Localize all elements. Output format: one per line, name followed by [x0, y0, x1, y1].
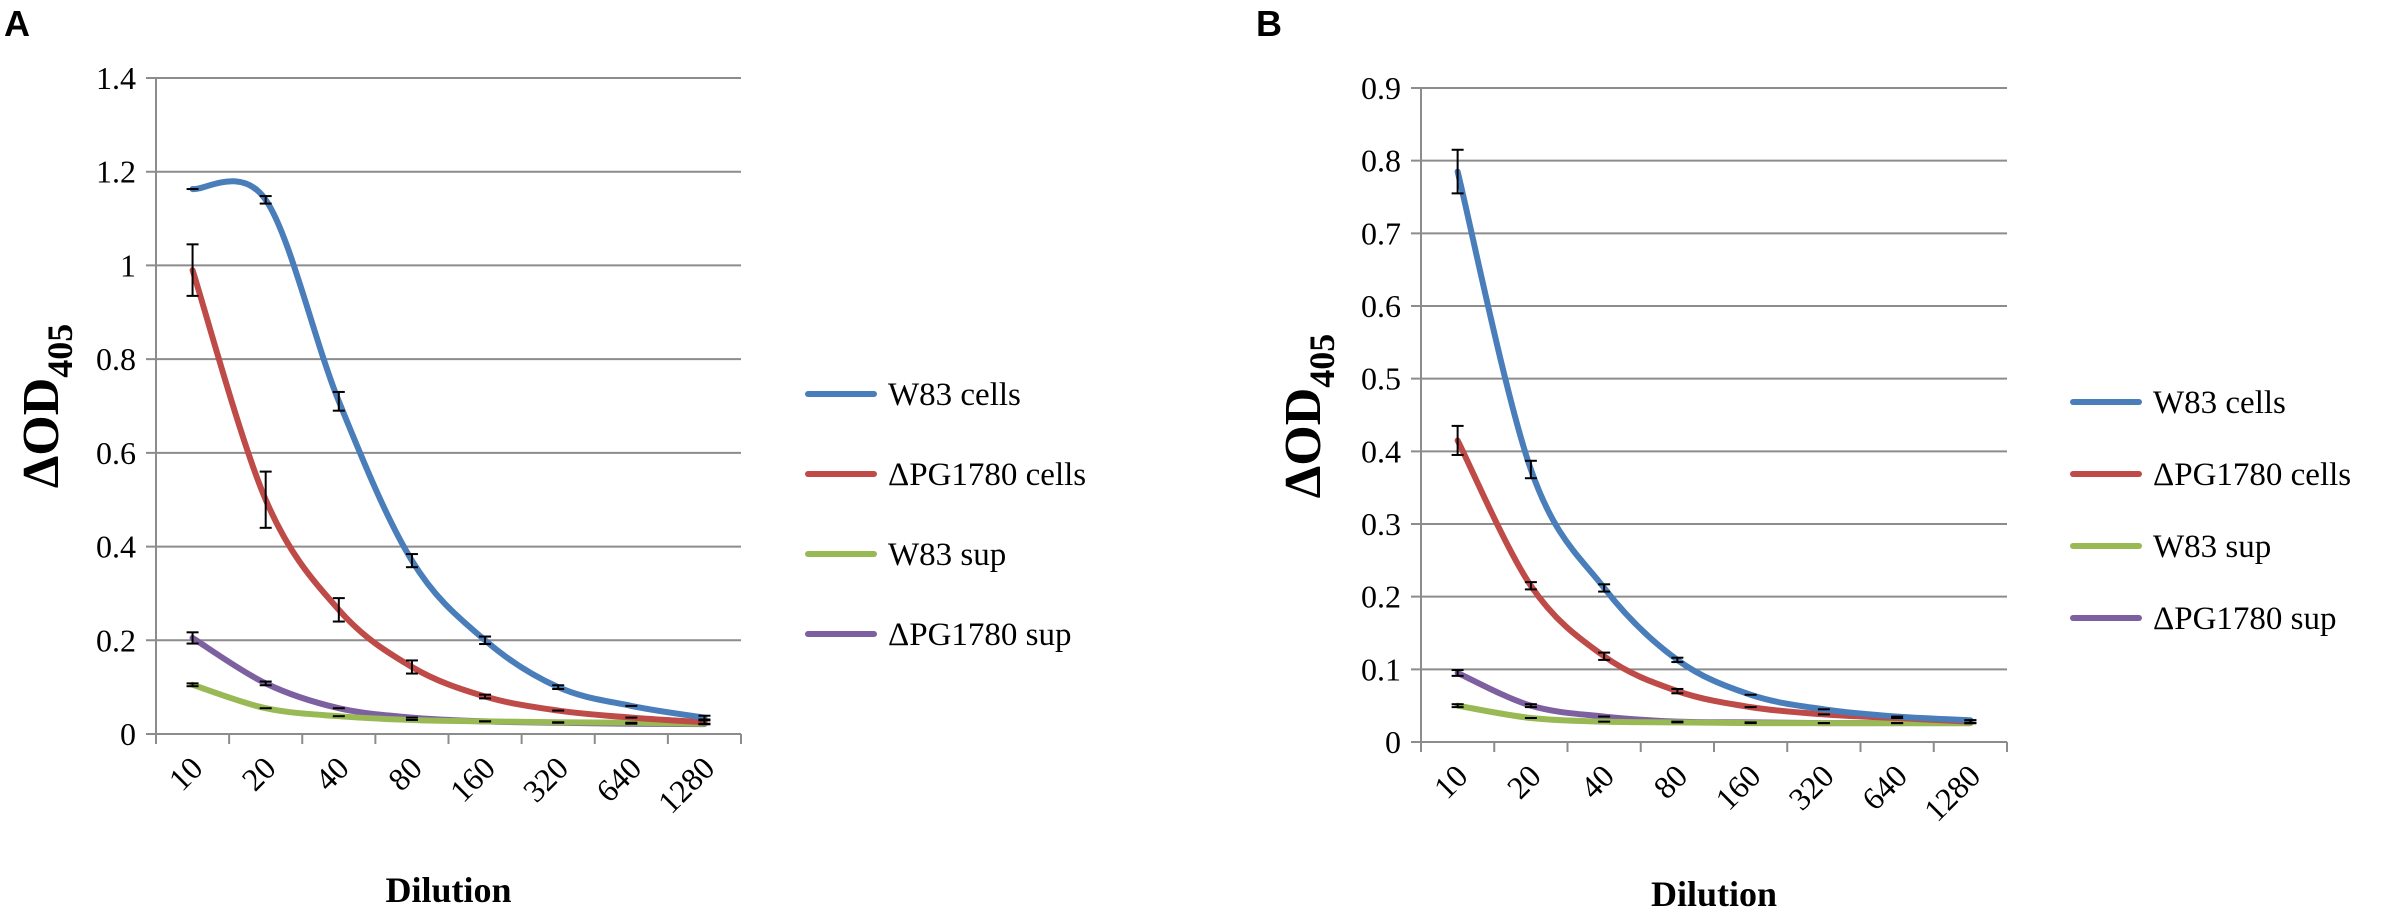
series-line-3	[189, 681, 708, 727]
series-line-2	[189, 267, 708, 726]
error-bar	[479, 693, 492, 700]
series-line-3	[1454, 702, 1974, 727]
x-tick-label: 20	[1500, 757, 1548, 805]
legend-label: W83 cells	[888, 377, 1021, 413]
y-axis-title: ΔOD405	[13, 324, 80, 489]
legend-item: W83 sup	[805, 537, 1006, 573]
y-tick-label: 0	[1385, 724, 1401, 760]
legend-item: W83 sup	[2070, 529, 2271, 565]
error-bar	[1451, 669, 1464, 677]
x-axis-title: Dilution	[1651, 874, 1777, 914]
x-tick-label: 1280	[1917, 757, 1988, 828]
x-tick-label: 320	[1781, 757, 1840, 816]
legend-item: W83 cells	[2070, 385, 2286, 421]
error-bar	[259, 195, 272, 205]
x-tick-label: 1280	[651, 749, 722, 820]
legend: W83 cells ΔPG1780 cells W83 sup ΔPG1780 sup	[805, 377, 1086, 653]
y-tick-label: 1.2	[96, 154, 136, 190]
legend-label: ΔPG1780 cells	[2153, 457, 2351, 493]
error-bar	[186, 243, 199, 297]
x-tick-label: 80	[381, 749, 429, 797]
legend-item: ΔPG1780 sup	[2070, 601, 2337, 637]
y-tick-label: 0.5	[1361, 361, 1401, 397]
legend-label: W83 sup	[2153, 529, 2271, 565]
error-bar	[479, 635, 492, 646]
legend-label: ΔPG1780 cells	[888, 457, 1086, 493]
legend-label: W83 sup	[888, 537, 1006, 573]
series-line-1	[189, 178, 708, 721]
x-tick-label: 40	[308, 749, 356, 797]
error-bar	[1671, 687, 1684, 695]
error-bar	[1524, 703, 1537, 709]
y-axis-title: ΔOD405	[1275, 334, 1342, 499]
x-tick-label: 10	[1426, 757, 1474, 805]
error-bar	[1451, 703, 1464, 709]
error-bar	[1524, 459, 1537, 480]
y-tick-label: 0.7	[1361, 215, 1401, 251]
legend-item: ΔPG1780 cells	[805, 457, 1086, 493]
error-bar	[332, 597, 345, 623]
legend: W83 cells ΔPG1780 cells W83 sup ΔPG1780 sup	[2070, 385, 2351, 637]
legend-item: ΔPG1780 sup	[805, 617, 1072, 653]
error-bar	[1451, 424, 1464, 456]
x-tick-label: 640	[1855, 757, 1914, 816]
legend-label: ΔPG1780 sup	[2153, 601, 2337, 637]
error-bar	[1598, 583, 1611, 593]
error-bar	[259, 470, 272, 529]
legend-label: ΔPG1780 sup	[888, 617, 1072, 653]
x-tick-label: 160	[443, 749, 502, 808]
legend-label: W83 cells	[2153, 385, 2286, 421]
y-axis-title-main: ΔOD	[13, 378, 70, 489]
y-tick-label: 1.4	[96, 60, 136, 96]
error-bar	[259, 680, 272, 687]
error-bar	[1671, 656, 1684, 664]
chart-panel-b: B 0 0.1 0.2 0.3 0.4 0.5 0.6 0.7 0.8 0.9 10 20 40 80 160…	[1256, 3, 2351, 914]
y-tick-label: 0.2	[96, 622, 136, 658]
y-tick-label: 0.3	[1361, 506, 1401, 542]
panel-label: A	[4, 3, 30, 44]
y-tick-label: 0.1	[1361, 651, 1401, 687]
error-bar	[186, 682, 199, 688]
error-bar	[1598, 651, 1611, 661]
y-tick-label: 0.6	[1361, 288, 1401, 324]
error-bar	[186, 631, 199, 645]
error-bar	[332, 390, 345, 412]
y-tick-label: 0.4	[1361, 433, 1401, 469]
error-bar	[405, 553, 418, 569]
y-tick-label: 0.8	[96, 341, 136, 377]
y-axis-title-subscript: 405	[1302, 334, 1342, 388]
y-tick-label: 1	[120, 247, 136, 283]
y-tick-label: 0.9	[1361, 70, 1401, 106]
x-tick-label: 80	[1646, 757, 1694, 805]
error-bar	[552, 684, 565, 691]
legend-item: ΔPG1780 cells	[2070, 457, 2351, 493]
y-tick-label: 0	[120, 716, 136, 752]
y-axis-title-subscript: 405	[40, 324, 80, 378]
panel-label: B	[1256, 3, 1282, 44]
error-bar	[405, 659, 418, 675]
x-tick-label: 640	[589, 749, 648, 808]
y-tick-label: 0.4	[96, 529, 136, 565]
x-tick-label: 10	[161, 749, 209, 797]
legend-item: W83 cells	[805, 377, 1021, 413]
chart-panel-a: A 0 0.2 0.4 0.6 0.8 1 1.2 1.4 10 20 40 80 160 320 640 12…	[4, 3, 1086, 910]
error-bar	[1524, 581, 1537, 591]
series-line-1	[1454, 168, 1974, 724]
x-tick-label: 20	[235, 749, 283, 797]
y-tick-label: 0.6	[96, 435, 136, 471]
x-axis-title: Dilution	[385, 870, 511, 910]
x-tick-label: 320	[516, 749, 575, 808]
error-bar	[1451, 148, 1464, 195]
x-tick-label: 160	[1708, 757, 1767, 816]
y-axis-title-main: ΔOD	[1275, 388, 1332, 499]
y-tick-label: 0.2	[1361, 579, 1401, 615]
x-tick-label: 40	[1573, 757, 1621, 805]
y-tick-label: 0.8	[1361, 143, 1401, 179]
